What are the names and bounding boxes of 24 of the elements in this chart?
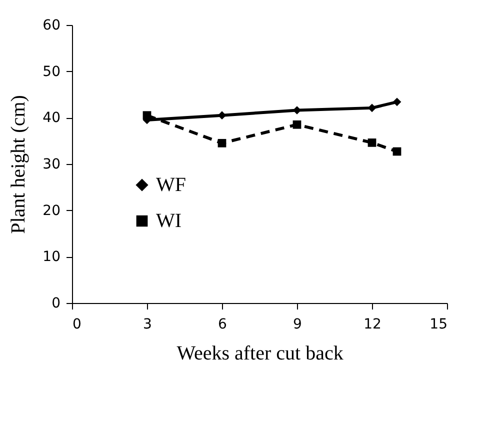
x-axis-title: Weeks after cut back [176, 342, 344, 364]
y-axis-title: Plant height (cm) [8, 95, 30, 234]
x-tick-label: 9 [293, 316, 302, 332]
y-tick-label: 30 [42, 156, 60, 172]
y-tick-label: 10 [42, 249, 60, 266]
y-tick-label: 50 [42, 64, 60, 80]
x-tick-label: 0 [72, 316, 82, 332]
point [392, 98, 402, 106]
legend-label: WI [156, 210, 182, 232]
y-tick-label: 60 [42, 18, 60, 34]
point [218, 138, 226, 148]
point [392, 147, 402, 156]
x-tick-label: 15 [430, 316, 448, 332]
y-tick-label: 20 [42, 202, 60, 219]
point [368, 104, 376, 112]
x-tick-label: 6 [218, 316, 228, 332]
point [292, 120, 302, 129]
y-tick-label: 40 [42, 110, 60, 126]
point [368, 138, 376, 147]
legend-label: WF [156, 174, 186, 196]
point [142, 111, 152, 120]
x-tick-label: 12 [364, 316, 382, 332]
x-tick-label: 3 [143, 316, 152, 332]
y-tick-label: 0 [52, 296, 60, 312]
